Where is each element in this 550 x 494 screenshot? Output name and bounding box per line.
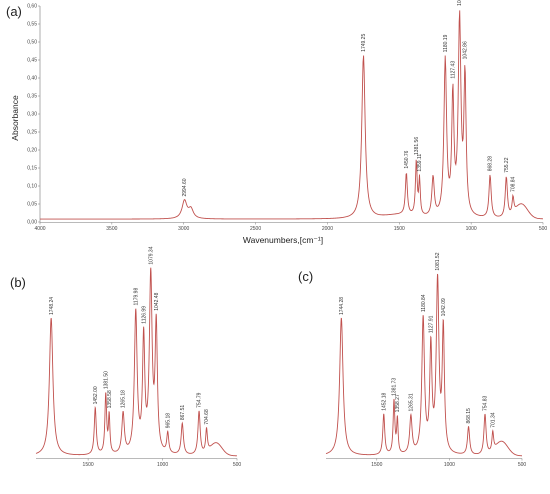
- peak-label: 1042.09: [441, 298, 447, 316]
- y-tick-label: 0,30: [27, 112, 37, 118]
- x-axis-title: Wavenumbers,[cm⁻¹]: [243, 235, 323, 245]
- x-tick-label: 1500: [371, 462, 382, 468]
- peak-label: 1042.86: [463, 41, 469, 59]
- peak-label: 1127.91: [428, 315, 434, 333]
- peak-label: 1744.28: [339, 297, 345, 315]
- y-tick-label: 0,25: [27, 130, 37, 136]
- peak-label: 868.28: [488, 156, 494, 172]
- peak-label: 1127.43: [450, 61, 456, 79]
- y-tick-label: 0,50: [27, 40, 37, 46]
- peak-label: 1749.25: [361, 34, 367, 52]
- peak-label: 1179.98: [133, 288, 139, 306]
- peak-label: 2994.60: [182, 178, 188, 196]
- peak-label: 1265.18: [121, 390, 127, 408]
- peak-label: 1450.76: [404, 150, 410, 168]
- x-tick-label: 1500: [394, 226, 405, 232]
- peak-label: 704.68: [204, 409, 210, 425]
- peak-label: 754.79: [197, 392, 203, 408]
- panel-c-label: (c): [298, 269, 313, 284]
- peak-label: 1748.24: [49, 297, 55, 315]
- spectrum-line: [40, 10, 544, 220]
- x-tick-label: 500: [518, 462, 527, 468]
- y-tick-label: 0,00: [27, 220, 37, 226]
- x-tick-label: 2500: [250, 226, 261, 232]
- panel-b: (b) 1500 1000 500 1748.24 1452.00 1381.501358…: [10, 246, 241, 468]
- peak-label: 867.51: [180, 405, 186, 421]
- peak-label: 1079.34: [148, 246, 154, 264]
- peak-label: 1081.52: [435, 252, 441, 270]
- panel-b-label: (b): [10, 275, 26, 290]
- peak-label: 1358.58: [107, 390, 113, 408]
- x-tick-label: 1000: [466, 226, 477, 232]
- peak-label: 755.22: [504, 157, 510, 173]
- peak-label: 1180.19: [443, 34, 449, 52]
- peak-label: 1381.73: [392, 378, 398, 396]
- panel-a: (a) Absorbance Wavenumbers,[cm⁻¹] 0,00 0,…: [6, 0, 547, 245]
- y-tick-label: 0,40: [27, 76, 37, 82]
- x-tick-label: 4000: [34, 226, 45, 232]
- y-tick-label: 0,45: [27, 58, 37, 64]
- peak-label: 1042.48: [154, 292, 160, 310]
- peak-label: 965.18: [165, 413, 171, 429]
- x-tick-label: 3500: [106, 226, 117, 232]
- x-tick-label: 1500: [83, 462, 94, 468]
- x-tick-label: 500: [539, 226, 548, 232]
- y-axis-title: Absorbance: [10, 95, 20, 141]
- peak-label: 754.83: [483, 395, 489, 411]
- y-tick-label: 0,15: [27, 166, 37, 172]
- y-tick-label: 0,55: [27, 22, 37, 28]
- peak-label: 701.34: [490, 412, 496, 428]
- y-tick-label: 0,10: [27, 184, 37, 190]
- y-tick-label: 0,60: [27, 4, 37, 10]
- spectrum-line: [325, 273, 523, 457]
- peak-label: 868.15: [466, 408, 472, 424]
- panel-a-label: (a): [6, 4, 22, 19]
- x-tick-label: 1000: [157, 462, 168, 468]
- peak-label: 1452.00: [93, 386, 99, 404]
- peak-label: 1381.56: [414, 137, 420, 155]
- peak-label: 1358.27: [395, 394, 401, 412]
- peak-label: 1452.18: [381, 392, 387, 410]
- y-tick-label: 0,35: [27, 94, 37, 100]
- x-tick-label: 500: [233, 462, 242, 468]
- peak-label: 708.84: [511, 176, 517, 192]
- peak-label: 1265.31: [408, 393, 414, 411]
- panel-c: (c) 1500 1000 500 1744.28 1452.18 1381.731358…: [298, 252, 526, 468]
- spectrum-line: [35, 267, 237, 457]
- peak-label: 1080.44: [457, 0, 463, 6]
- y-tick-label: 0,20: [27, 148, 37, 154]
- x-tick-label: 2000: [322, 226, 333, 232]
- peak-label: 1359.11: [417, 154, 423, 172]
- x-tick-label: 1000: [444, 462, 455, 468]
- peak-label: 1126.99: [141, 306, 147, 324]
- y-tick-label: 0,05: [27, 202, 37, 208]
- peak-label: 1381.50: [103, 371, 109, 389]
- peak-label: 1180.84: [421, 294, 427, 312]
- x-tick-label: 3000: [178, 226, 189, 232]
